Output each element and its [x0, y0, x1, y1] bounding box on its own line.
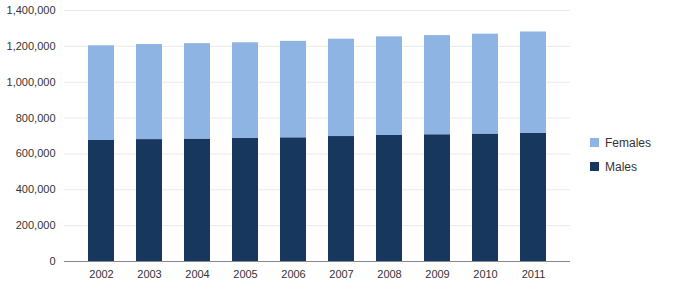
- svg-text:600,000: 600,000: [16, 147, 56, 159]
- svg-text:0: 0: [49, 255, 55, 267]
- svg-text:2008: 2008: [377, 268, 401, 280]
- svg-text:2004: 2004: [185, 268, 209, 280]
- svg-text:2010: 2010: [473, 268, 497, 280]
- svg-text:2005: 2005: [233, 268, 257, 280]
- svg-text:2007: 2007: [329, 268, 353, 280]
- svg-text:200,000: 200,000: [16, 219, 56, 231]
- svg-text:2006: 2006: [281, 268, 305, 280]
- svg-text:800,000: 800,000: [16, 112, 56, 124]
- html-text:Males: Males: [605, 159, 637, 174]
- svg-text:2003: 2003: [137, 268, 161, 280]
- svg-text:1,400,000: 1,400,000: [7, 4, 56, 16]
- svg-text:2011: 2011: [522, 268, 546, 280]
- svg-text:400,000: 400,000: [16, 183, 56, 195]
- svg-text:1,000,000: 1,000,000: [7, 76, 56, 88]
- html-text:Females: Females: [605, 135, 651, 150]
- svg-text:2009: 2009: [425, 268, 449, 280]
- svg-text:1,200,000: 1,200,000: [7, 40, 56, 52]
- svg-text:2002: 2002: [89, 268, 113, 280]
